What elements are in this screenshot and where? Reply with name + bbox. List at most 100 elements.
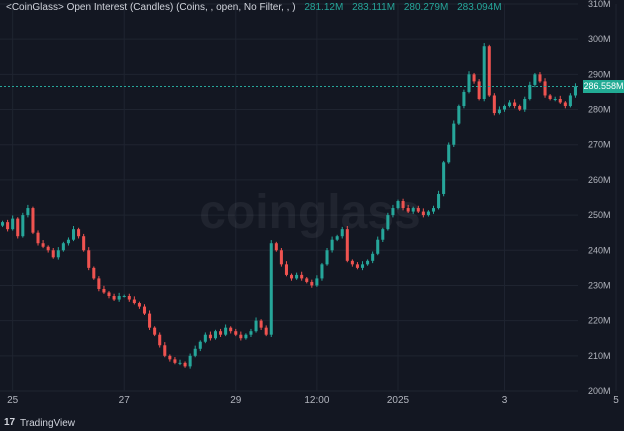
candle-body [102, 288, 106, 293]
candle-body [36, 232, 40, 244]
candle-body [548, 95, 552, 99]
candle-body [416, 208, 420, 212]
candle-body [183, 362, 187, 367]
candle-body [87, 250, 91, 268]
legend-open: 281.12M [304, 2, 344, 13]
y-tick-label: 300M [588, 34, 611, 44]
candle-body [310, 281, 314, 286]
candle-body [117, 296, 121, 300]
x-tick-label: 5 [613, 395, 619, 406]
candle-body [153, 327, 157, 335]
candle-body [168, 355, 172, 360]
y-tick-label: 240M [588, 245, 611, 255]
candle-body [355, 264, 359, 268]
candle-body [437, 193, 441, 209]
legend-series-name: <CoinGlass> Open Interest (Candles) (Coi… [6, 2, 296, 13]
candle-body [528, 84, 532, 99]
time-axis[interactable]: 25 27 29 12:00 2025 3 5 [7, 395, 619, 406]
candle-body [482, 46, 486, 99]
candle-body [279, 250, 283, 265]
candle-body [112, 296, 116, 300]
candle-body [46, 246, 50, 251]
candle-body [290, 274, 294, 279]
candle-body [406, 208, 410, 212]
candle-body [340, 229, 344, 237]
candle-body [224, 327, 228, 335]
x-tick-label: 3 [502, 395, 508, 406]
candle-body [300, 274, 304, 279]
candle-body [127, 296, 131, 300]
candle-body [477, 81, 481, 99]
candle-body [467, 74, 471, 92]
candle-body [61, 243, 65, 251]
candle-body [137, 303, 141, 307]
y-tick-label: 290M [588, 69, 611, 79]
x-tick-label: 2025 [387, 395, 410, 406]
candle-body [320, 264, 324, 279]
candle-body [92, 267, 96, 279]
candle-body [573, 86, 577, 96]
candle-body [558, 98, 562, 103]
y-tick-label: 270M [588, 140, 611, 150]
candle-body [325, 250, 329, 265]
candle-body [396, 201, 400, 209]
candle-body [371, 253, 375, 261]
price-axis[interactable]: 310M 300M 290M 280M 270M 260M 250M 240M 230M 220M… [588, 0, 611, 396]
candle-body [41, 243, 45, 247]
chart-grid [0, 3, 617, 392]
candle-body [335, 236, 339, 240]
candle-body [421, 211, 425, 216]
y-tick-label: 230M [588, 280, 611, 290]
candle-body [97, 278, 101, 289]
candle-body [533, 74, 537, 85]
candle-body [462, 91, 466, 107]
candle-body [51, 250, 55, 258]
y-tick-label: 310M [588, 0, 611, 9]
candle-body [244, 334, 248, 339]
chart-watermark: coinglass [199, 186, 420, 239]
candle-body [178, 362, 182, 364]
y-tick-label: 260M [588, 175, 611, 185]
candle-body [16, 218, 20, 237]
candle-body [26, 208, 30, 216]
candle-body [502, 106, 507, 110]
candle-body [163, 345, 167, 356]
candle-body [487, 46, 491, 96]
candle-body [366, 260, 370, 265]
candle-body [472, 74, 476, 82]
candle-body [543, 81, 547, 96]
candle-body [259, 320, 263, 328]
candle-body [295, 274, 299, 279]
series-legend: <CoinGlass> Open Interest (Candles) (Coi… [6, 2, 502, 13]
candle-body [553, 98, 557, 100]
candle-body [523, 98, 527, 110]
candle-body [563, 102, 567, 107]
candle-body [513, 102, 517, 107]
candle-body [442, 162, 446, 194]
candle-body [229, 327, 233, 332]
candle-body [457, 106, 461, 124]
candle-body [492, 95, 496, 114]
y-tick-label: 200M [588, 386, 611, 396]
candle-body [426, 211, 430, 216]
candle-body [411, 208, 415, 212]
candle-body [213, 331, 218, 339]
candle-body [56, 250, 60, 258]
candle-body [447, 144, 451, 163]
candle-body [142, 306, 147, 314]
candle-body [330, 239, 334, 251]
last-price-badge: 286.558M [583, 79, 624, 93]
candle-body [350, 260, 354, 265]
tradingview-logo-icon[interactable]: 17 [4, 417, 16, 428]
candle-body [239, 334, 243, 339]
y-tick-label: 210M [588, 351, 611, 361]
tradingview-brand[interactable]: TradingView [20, 418, 76, 429]
candle-body [208, 334, 212, 339]
x-tick-label: 27 [119, 395, 131, 406]
candle-body [269, 243, 273, 335]
candle-body [497, 109, 501, 114]
x-tick-label: 12:00 [304, 395, 329, 406]
candle-body [431, 208, 436, 212]
candle-body [148, 313, 152, 328]
